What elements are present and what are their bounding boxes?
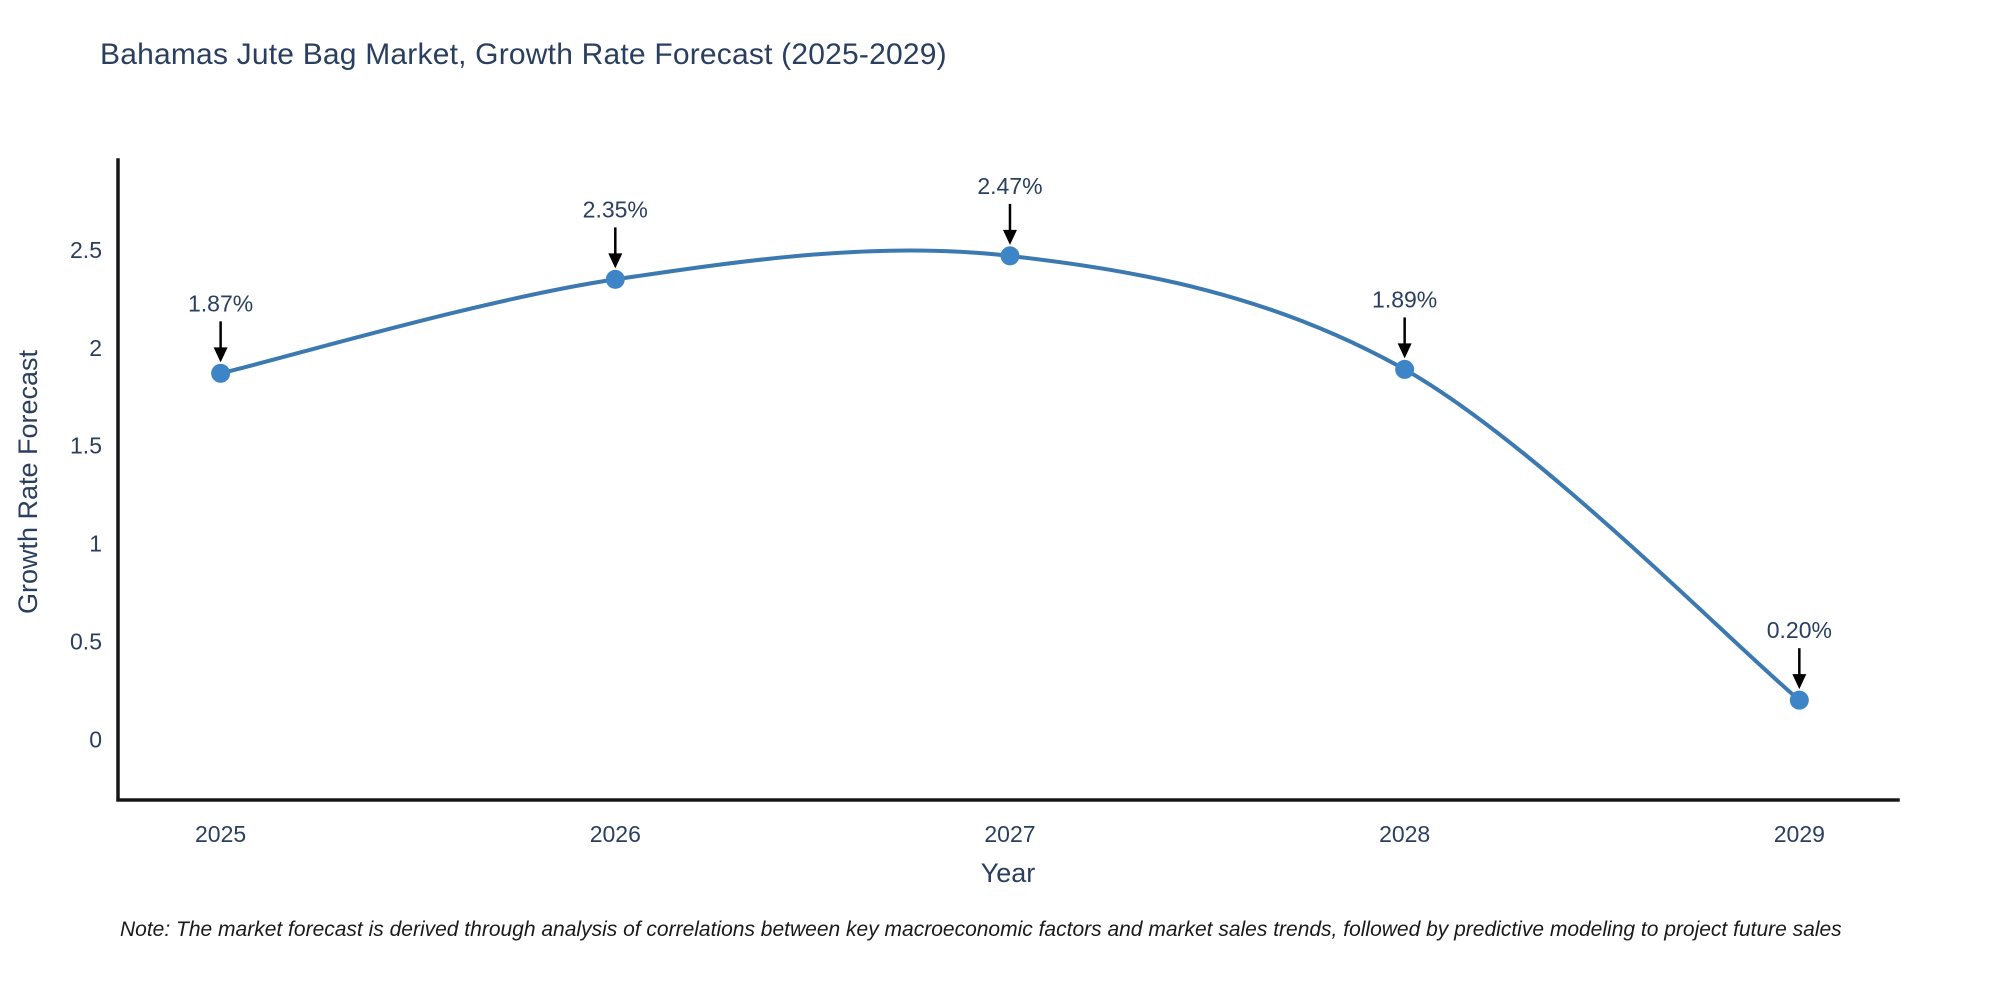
- data-point-marker: [605, 269, 625, 289]
- x-axis-tick-label: 2026: [590, 821, 641, 847]
- x-axis-tick-label: 2028: [1379, 821, 1430, 847]
- annotation-arrow-head: [1002, 229, 1017, 245]
- y-axis-title: Growth Rate Forecast: [13, 349, 43, 615]
- x-axis-tick-label: 2027: [984, 821, 1035, 847]
- x-axis-tick-label: 2025: [195, 821, 246, 847]
- data-point-marker: [211, 363, 231, 383]
- annotation-arrow-head: [1397, 343, 1412, 359]
- annotation-label: 1.87%: [188, 290, 253, 316]
- annotation-label: 1.89%: [1372, 286, 1437, 312]
- axis-lines: [116, 158, 1900, 802]
- series-line: [218, 248, 1802, 703]
- y-axis-tick-label: 2.5: [70, 237, 102, 263]
- annotation-label: 0.20%: [1767, 617, 1832, 643]
- y-axis-tick-label: 0.5: [70, 628, 102, 654]
- footnote: Note: The market forecast is derived thr…: [120, 918, 1842, 941]
- annotation-arrow-head: [608, 253, 623, 269]
- x-axis-tick-label: 2029: [1774, 821, 1825, 847]
- y-axis-tick-label: 1: [89, 531, 102, 557]
- annotation-label: 2.47%: [977, 173, 1042, 199]
- chart-title: Bahamas Jute Bag Market, Growth Rate For…: [100, 38, 947, 71]
- annotation-arrow-head: [213, 347, 228, 363]
- y-axis-tick-label: 0: [89, 726, 102, 752]
- x-axis-title: Year: [980, 858, 1036, 888]
- annotation-arrow-head: [1792, 674, 1807, 690]
- y-axis-tick-label: 2: [89, 335, 102, 361]
- y-axis-tick-label: 1.5: [70, 433, 102, 459]
- annotation-label: 2.35%: [583, 196, 648, 222]
- data-point-marker: [1395, 359, 1415, 379]
- data-point-marker: [1000, 246, 1020, 266]
- data-point-marker: [1789, 690, 1809, 710]
